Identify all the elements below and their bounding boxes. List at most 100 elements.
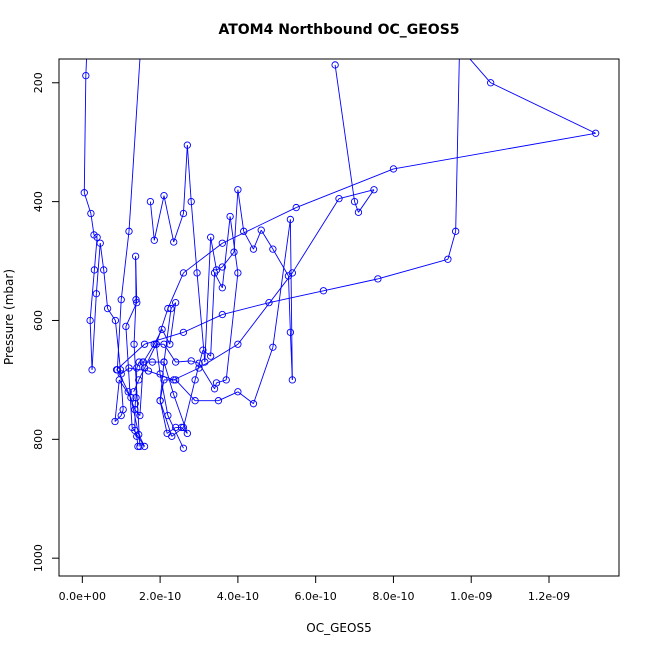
series-segment — [237, 272, 293, 345]
series-segment — [171, 427, 184, 437]
data-point — [218, 239, 226, 247]
data-point — [187, 197, 195, 206]
data-point — [179, 269, 188, 277]
series-segment — [210, 237, 217, 271]
series-segment — [133, 299, 137, 345]
x-tick-label: 6.0e-10 — [295, 590, 337, 603]
data-point — [130, 388, 138, 396]
series-segment — [159, 373, 169, 416]
series-segment — [167, 272, 184, 309]
x-tick-label: 0.0e+00 — [59, 590, 106, 603]
series-segment — [114, 379, 120, 422]
series-layer — [80, 44, 600, 452]
data-point — [214, 397, 223, 405]
data-point — [82, 71, 90, 80]
series-segment — [133, 344, 141, 447]
data-point — [168, 432, 176, 441]
x-tick-label: 4.0e-10 — [217, 590, 259, 603]
data-point — [374, 275, 382, 283]
data-point — [125, 227, 133, 235]
data-point — [257, 226, 265, 234]
data-point — [183, 429, 191, 438]
series-segment — [85, 59, 87, 76]
data-point — [135, 430, 143, 439]
data-point — [286, 215, 295, 224]
data-point — [183, 141, 191, 149]
data-point — [487, 79, 495, 87]
data-point — [195, 364, 203, 372]
data-point — [80, 189, 88, 197]
data-point — [131, 252, 140, 260]
series-segment — [272, 219, 291, 348]
data-point — [150, 236, 158, 244]
data-point — [86, 316, 94, 325]
data-point — [148, 358, 156, 366]
data-point — [160, 192, 168, 200]
series-segment — [221, 216, 231, 288]
series-segment — [159, 400, 168, 434]
data-point — [292, 203, 300, 212]
data-point — [370, 186, 378, 194]
series-segment — [186, 145, 192, 202]
data-point — [354, 208, 363, 216]
data-point — [140, 364, 149, 372]
series-segment — [163, 195, 175, 243]
series-segment — [490, 82, 596, 134]
data-point — [191, 376, 199, 384]
y-tick-label: 600 — [32, 310, 45, 331]
data-point — [136, 442, 144, 451]
data-point — [137, 44, 143, 50]
series-segment — [253, 347, 274, 404]
data-point — [117, 411, 125, 420]
series-segment — [89, 320, 93, 370]
series-segment — [287, 275, 291, 333]
data-point — [319, 287, 328, 295]
data-point — [444, 255, 452, 263]
series-segment — [163, 308, 172, 363]
data-point — [350, 197, 359, 206]
series-segment — [229, 216, 239, 273]
y-tick-label: 800 — [32, 429, 45, 450]
data-point — [92, 290, 100, 298]
data-point — [210, 385, 219, 393]
series-segment — [191, 360, 200, 364]
series-segment — [469, 59, 492, 84]
data-point — [133, 364, 141, 372]
series-segment — [204, 237, 212, 363]
series-segment — [138, 367, 145, 381]
data-point — [193, 269, 201, 277]
data-point — [179, 444, 188, 452]
data-point — [265, 298, 273, 307]
x-axis: 0.0e+00 2.0e-10 4.0e-10 6.0e-10 8.0e-10 1.0e-… — [59, 575, 570, 603]
series-segment — [128, 59, 141, 232]
series-segment — [173, 213, 184, 243]
series-segment — [338, 189, 375, 200]
series-segment — [114, 320, 121, 370]
data-point — [207, 233, 215, 241]
data-point — [93, 233, 101, 241]
data-point — [131, 400, 139, 408]
series-segment — [198, 343, 239, 369]
data-point — [132, 296, 140, 304]
data-point — [124, 388, 132, 396]
series-segment — [214, 272, 223, 288]
series-segment — [116, 299, 122, 370]
data-point — [187, 357, 195, 365]
data-point — [592, 129, 600, 137]
x-tick-label: 1.2e-09 — [528, 590, 570, 603]
series-segment — [233, 189, 239, 253]
data-point — [179, 423, 188, 432]
series-segment — [114, 415, 122, 422]
data-point — [234, 186, 242, 194]
data-point — [156, 397, 164, 405]
data-point — [234, 388, 242, 396]
data-point — [207, 352, 215, 360]
data-point — [218, 310, 226, 319]
series-segment — [289, 219, 293, 380]
data-point — [160, 340, 168, 348]
y-axis-label: Pressure (mbar) — [2, 269, 16, 365]
data-point — [269, 343, 277, 351]
data-point — [164, 411, 172, 420]
data-point — [331, 61, 339, 69]
data-point — [111, 316, 120, 325]
